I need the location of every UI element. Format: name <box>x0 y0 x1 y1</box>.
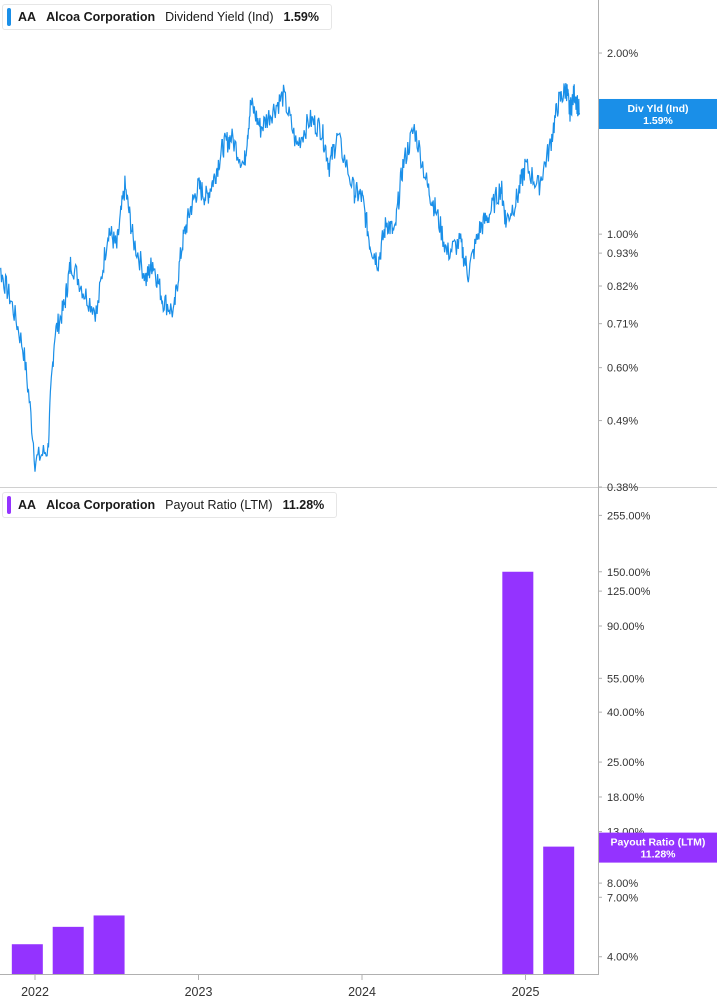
x-tick-label: 2024 <box>348 985 376 999</box>
legend-swatch-payout <box>7 496 11 514</box>
y-tick-label: 2.00% <box>607 48 638 60</box>
legend-value: 1.59% <box>283 10 319 24</box>
last-value-tag-payout-label: Payout Ratio (LTM) <box>611 837 706 849</box>
y-tick-label: 4.00% <box>607 952 638 964</box>
last-value-tag-yield-value: 1.59% <box>643 115 673 127</box>
y-tick-label: 8.00% <box>607 878 638 890</box>
y-tick-label: 90.00% <box>607 621 645 633</box>
legend-dividend-yield[interactable]: AA Alcoa Corporation Dividend Yield (Ind… <box>2 4 332 30</box>
x-tick-label: 2025 <box>512 985 540 999</box>
legend-ticker: AA <box>18 498 37 512</box>
legend-metric: Dividend Yield (Ind) <box>165 10 274 24</box>
dividend-yield-line <box>0 83 581 472</box>
y-tick-label: 0.60% <box>607 363 638 375</box>
legend-metric: Payout Ratio (LTM) <box>165 498 273 512</box>
last-value-tag-yield-label: Div Yld (Ind) <box>627 103 688 115</box>
last-value-tag-payout-value: 11.28% <box>640 849 676 861</box>
legend-ticker: AA <box>18 10 37 24</box>
y-tick-label: 0.82% <box>607 281 638 293</box>
payout-ratio-bar <box>543 846 575 974</box>
y-tick-label: 125.00% <box>607 586 651 598</box>
y-tick-label: 55.00% <box>607 673 645 685</box>
y-tick-label: 0.93% <box>607 248 638 260</box>
y-tick-label: 0.71% <box>607 319 638 331</box>
legend-company: Alcoa Corporation <box>46 498 156 512</box>
dividend-yield-plot <box>0 83 581 472</box>
legend-value: 11.28% <box>282 498 325 512</box>
legend-company: Alcoa Corporation <box>46 10 156 24</box>
payout-ratio-bar <box>502 571 534 974</box>
y-tick-label: 40.00% <box>607 707 645 719</box>
y-tick-label: 18.00% <box>607 792 645 804</box>
x-tick-label: 2022 <box>21 985 49 999</box>
payout-ratio-plot <box>11 571 575 974</box>
payout-ratio-bar <box>52 926 84 974</box>
legend-swatch-yield <box>7 8 11 26</box>
y-tick-label: 0.38% <box>607 482 638 494</box>
y-tick-label: 1.00% <box>607 229 638 241</box>
y-tick-label: 25.00% <box>607 757 645 769</box>
legend-payout-ratio[interactable]: AA Alcoa Corporation Payout Ratio (LTM) … <box>2 492 338 518</box>
x-tick-label: 2023 <box>185 985 213 999</box>
payout-ratio-bar <box>11 944 43 974</box>
last-value-tag-payout <box>599 832 717 863</box>
y-tick-label: 0.49% <box>607 416 638 428</box>
y-tick-label: 7.00% <box>607 892 638 904</box>
last-value-tag-yield <box>599 98 717 129</box>
payout-ratio-bar <box>93 915 125 974</box>
y-tick-label: 150.00% <box>607 567 651 579</box>
y-tick-label: 255.00% <box>607 510 651 522</box>
